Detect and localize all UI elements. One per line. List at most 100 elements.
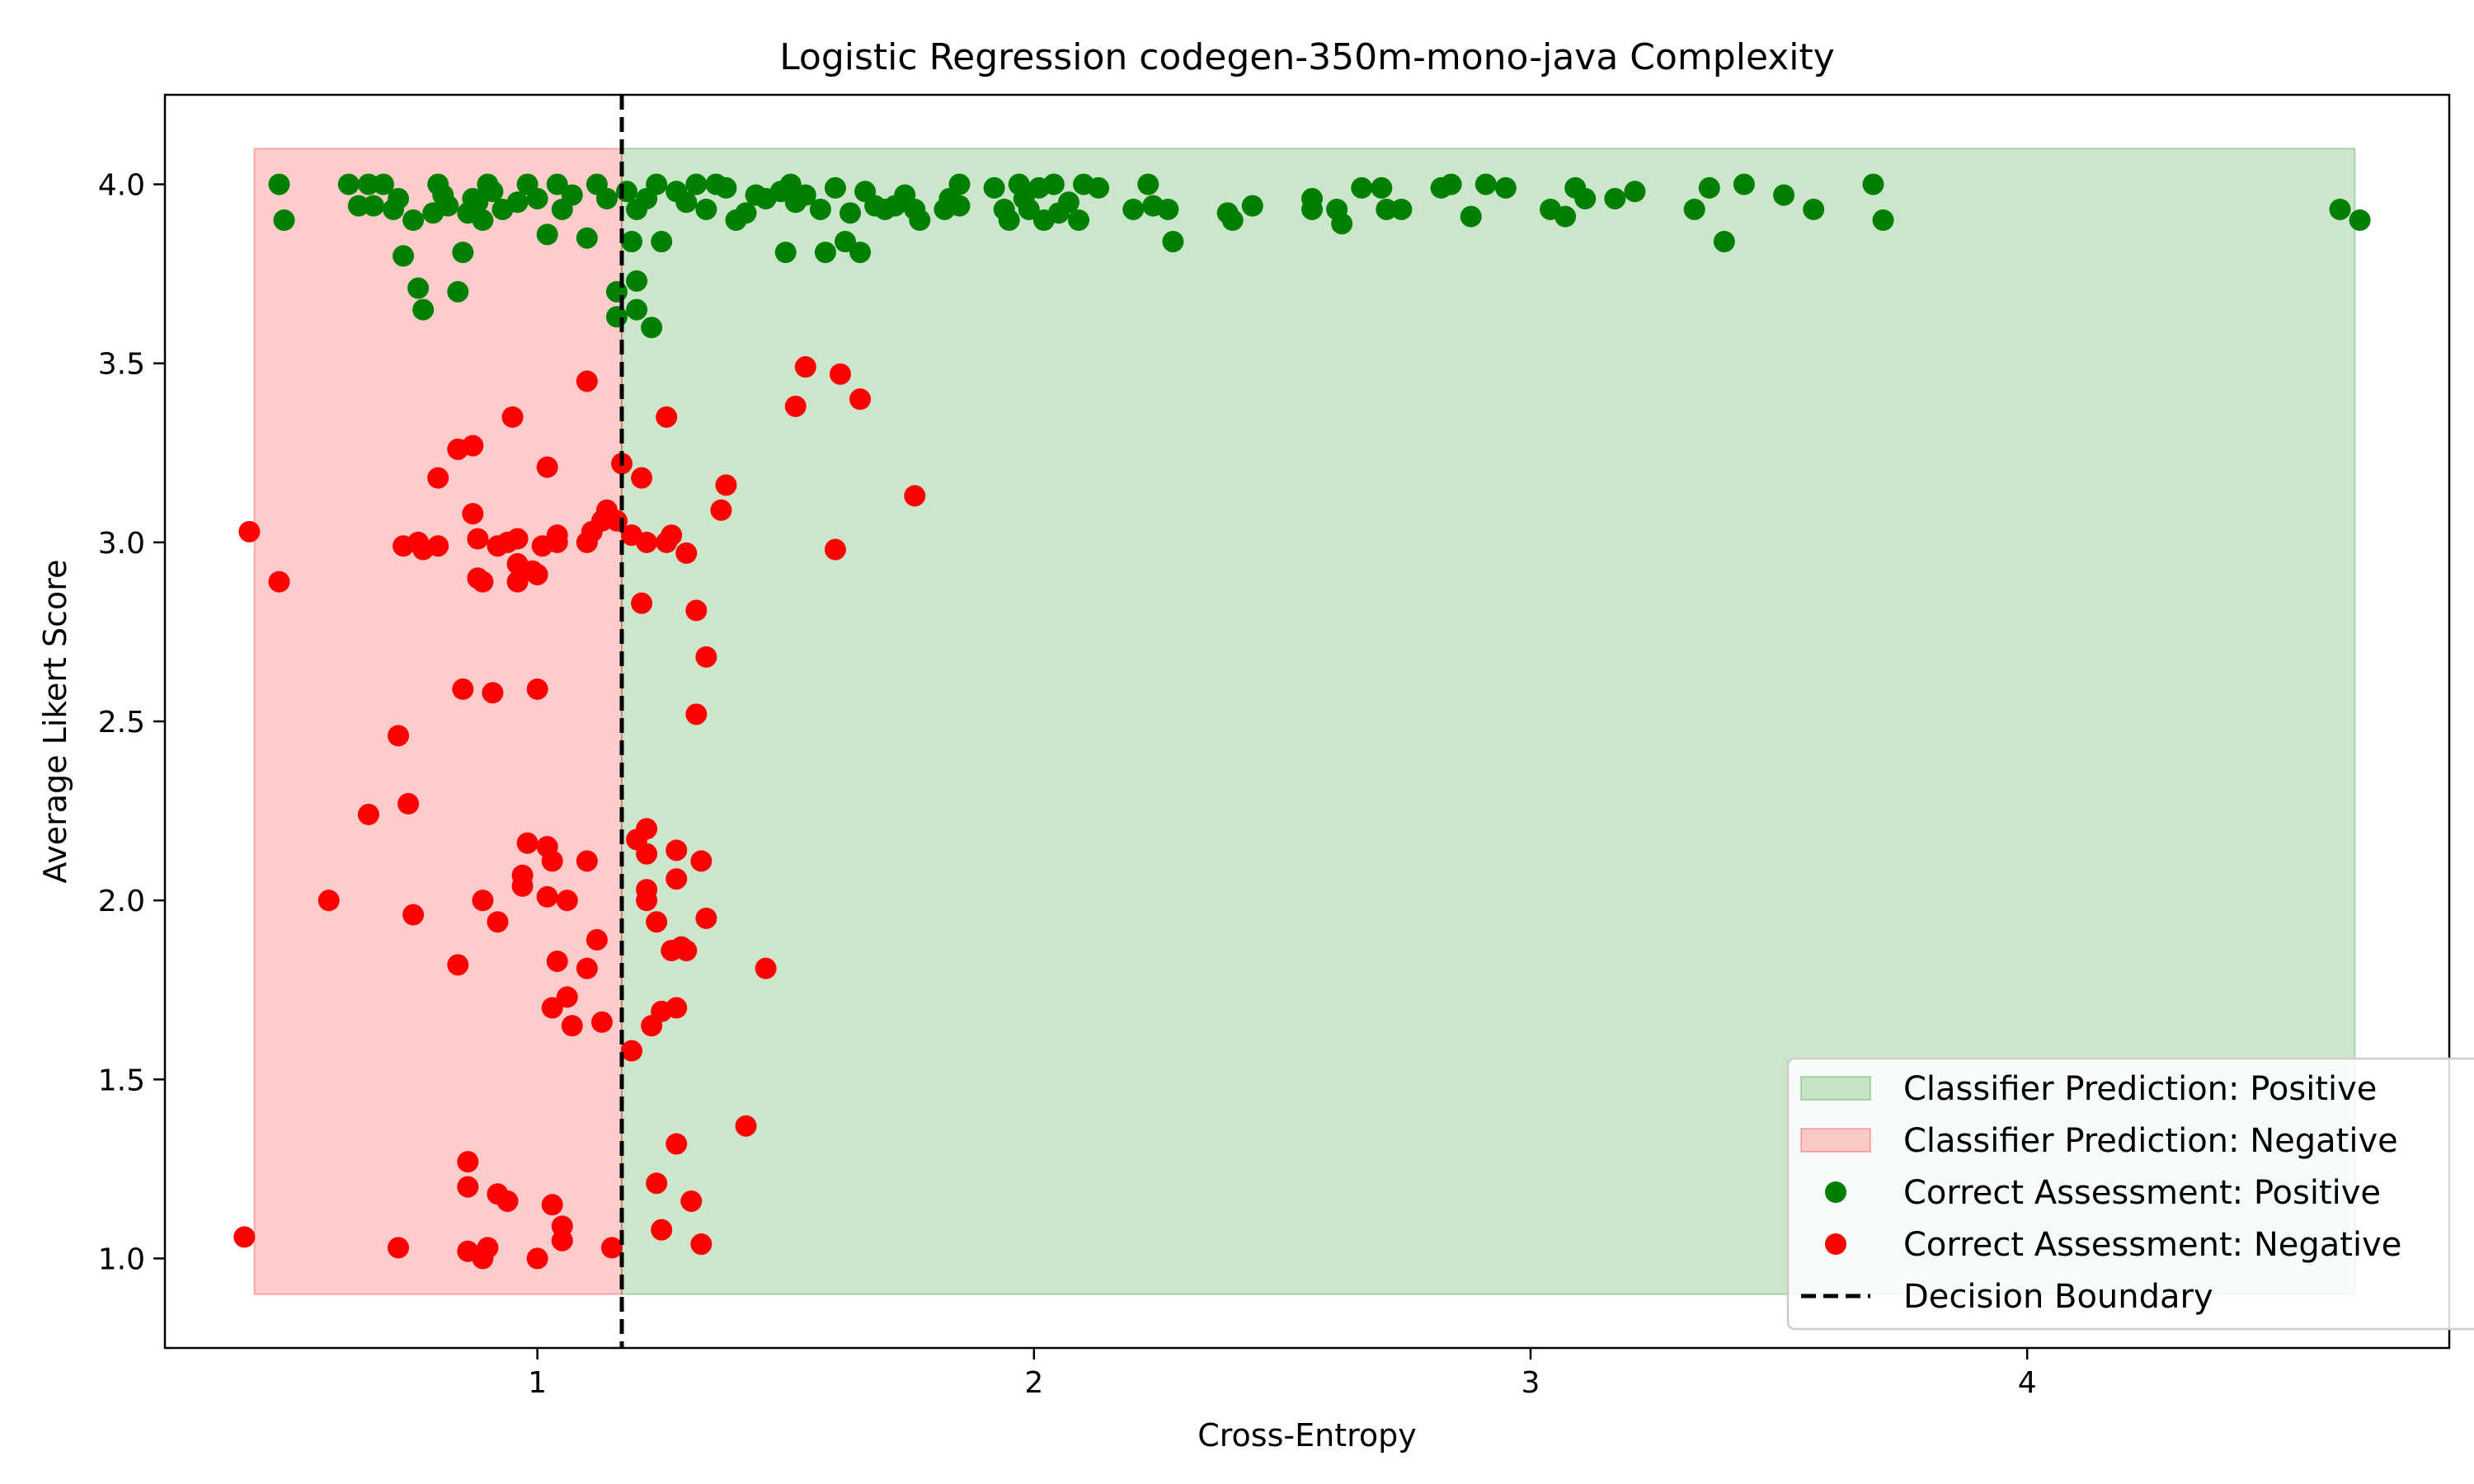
positive-point [794, 184, 816, 206]
negative-point [600, 1237, 623, 1259]
legend-marker-correct-assessment-negative [1825, 1233, 1846, 1255]
positive-point [1554, 205, 1577, 228]
negative-point [576, 850, 598, 872]
positive-point [834, 231, 856, 253]
negative-point [666, 839, 688, 862]
negative-point [546, 950, 568, 972]
negative-point [526, 678, 548, 700]
negative-point [590, 1011, 613, 1033]
positive-point [1390, 198, 1413, 220]
y-tick-label: 1.0 [98, 1242, 145, 1276]
negative-point [546, 524, 568, 547]
negative-point [472, 890, 494, 912]
positive-point [1713, 231, 1735, 253]
positive-point [1057, 191, 1079, 214]
negative-point [511, 864, 534, 886]
negative-point [457, 1176, 479, 1198]
positive-point [621, 231, 643, 253]
positive-point [1351, 176, 1373, 199]
positive-point [809, 198, 831, 220]
positive-point [1698, 176, 1720, 199]
negative-point [636, 531, 658, 553]
positive-point [1574, 187, 1597, 209]
y-tick-label: 1.5 [98, 1064, 145, 1097]
positive-point [779, 173, 802, 195]
positive-point [849, 242, 872, 264]
negative-point [631, 467, 653, 489]
negative-point [690, 1233, 713, 1256]
negative-point [462, 503, 484, 525]
negative-point [388, 725, 410, 747]
positive-point [1803, 198, 1825, 220]
positive-point [909, 209, 931, 231]
positive-point [774, 242, 797, 264]
negative-point [586, 928, 608, 951]
negative-point [661, 524, 683, 547]
positive-point [1862, 173, 1884, 195]
positive-point [1042, 173, 1065, 195]
negative-point [482, 682, 504, 704]
negative-point [477, 1237, 499, 1259]
legend-label-correct-assessment-positive: Correct Assessment: Positive [1903, 1174, 2381, 1212]
legend-label-classifier-prediction-negative: Classifier Prediction: Negative [1903, 1122, 2398, 1160]
negative-point [317, 890, 340, 912]
x-axis-ticks: 1 2 3 4 [528, 1348, 2037, 1400]
positive-point [452, 242, 474, 264]
positive-point [605, 306, 628, 328]
y-tick-label: 3.0 [98, 527, 145, 561]
negative-point [685, 599, 708, 622]
positive-point [1733, 173, 1755, 195]
positive-point [1122, 198, 1145, 220]
positive-point [1683, 198, 1705, 220]
positive-point [695, 198, 717, 220]
positive-point [1157, 198, 1179, 220]
positive-point [595, 187, 618, 209]
positive-point [1604, 187, 1626, 209]
negative-point [447, 954, 469, 976]
negative-point [685, 703, 708, 726]
negative-point [656, 406, 678, 428]
negative-point [536, 885, 558, 908]
negative-point [695, 907, 717, 929]
x-tick-label: 1 [528, 1366, 547, 1400]
positive-point [1162, 231, 1184, 253]
negative-point [556, 890, 578, 912]
y-tick-label: 2.0 [98, 885, 145, 918]
negative-point [541, 997, 563, 1019]
y-tick-label: 3.5 [98, 348, 145, 382]
positive-point [824, 176, 846, 199]
negative-point [427, 535, 449, 557]
y-axis-ticks: 1.0 1.5 2.0 2.5 3.0 3.5 4.0 [98, 169, 165, 1276]
data-points [233, 173, 2371, 1270]
positive-point [357, 173, 379, 195]
negative-point [238, 520, 261, 542]
negative-point [710, 499, 732, 521]
negative-point [487, 911, 509, 933]
positive-point [1018, 198, 1040, 220]
negative-point [631, 592, 653, 614]
positive-point [605, 280, 628, 303]
negative-point [824, 538, 846, 561]
negative-point [576, 370, 598, 392]
negative-point [541, 1194, 563, 1216]
negative-point [467, 528, 489, 550]
prediction-regions [253, 148, 2356, 1295]
negative-point [357, 803, 379, 825]
positive-point [447, 280, 469, 303]
negative-point [268, 571, 290, 593]
negative-point [636, 843, 658, 865]
positive-point [735, 202, 757, 224]
negative-point [452, 678, 474, 700]
positive-point [646, 173, 668, 195]
negative-point [675, 939, 698, 961]
positive-point [2329, 198, 2351, 220]
negative-point [829, 363, 851, 385]
negative-point [690, 850, 713, 872]
negative-point [516, 832, 539, 854]
positive-point [393, 245, 415, 267]
positive-point [1376, 198, 1398, 220]
positive-point [675, 191, 698, 214]
y-tick-label: 2.5 [98, 706, 145, 740]
negative-point [526, 563, 548, 585]
legend-swatch-classifier-prediction-positive [1800, 1076, 1871, 1101]
